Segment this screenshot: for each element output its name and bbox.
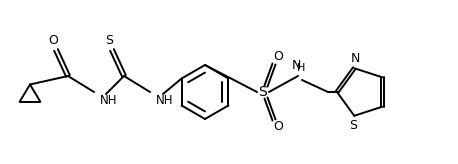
Text: O: O <box>48 34 58 48</box>
Text: N: N <box>350 52 360 65</box>
Text: H: H <box>297 63 305 73</box>
Text: O: O <box>273 51 283 63</box>
Text: NH: NH <box>156 94 174 107</box>
Text: S: S <box>349 119 357 132</box>
Text: O: O <box>273 121 283 133</box>
Text: S: S <box>258 85 267 99</box>
Text: NH: NH <box>100 94 118 107</box>
Text: N: N <box>291 60 301 72</box>
Text: S: S <box>105 34 113 48</box>
